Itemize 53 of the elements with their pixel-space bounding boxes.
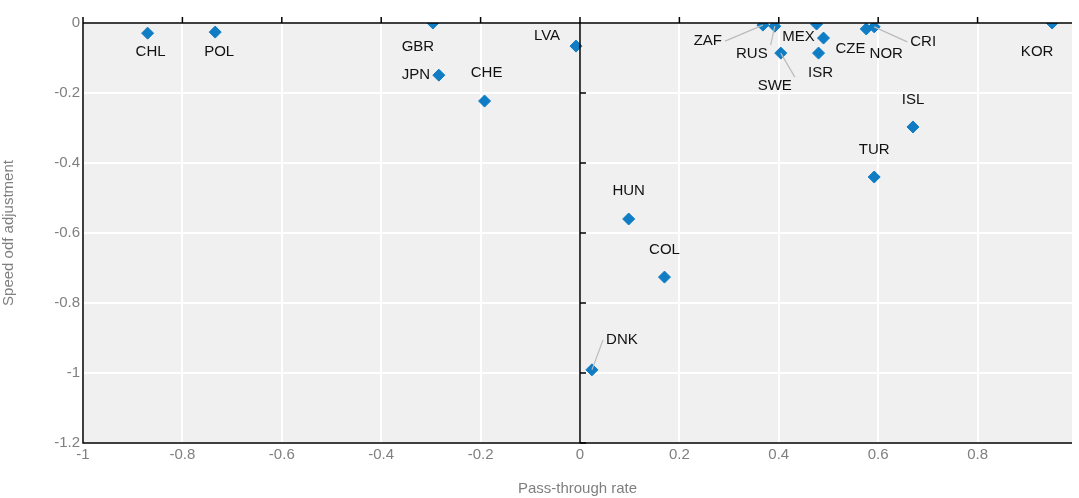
annotation: CZE xyxy=(835,39,866,57)
x-tick-label: -0.6 xyxy=(268,445,295,463)
y-tick-label: -0.8 xyxy=(54,293,80,311)
annotation: CHE xyxy=(470,63,503,81)
annotation: RUS xyxy=(735,44,768,62)
x-tick-label: 0.2 xyxy=(668,445,690,463)
point xyxy=(817,31,831,45)
y-tick-label: 0 xyxy=(71,13,80,31)
point xyxy=(812,46,826,60)
point xyxy=(208,25,222,39)
annotation: TUR xyxy=(858,140,890,158)
point xyxy=(569,39,583,53)
annotation: CHL xyxy=(135,42,166,60)
annotation: COL xyxy=(649,240,680,258)
point xyxy=(867,170,881,184)
annotation: ISR xyxy=(808,63,834,81)
x-tick-label: -0.8 xyxy=(169,445,196,463)
annotation: ZAF xyxy=(693,31,723,49)
point xyxy=(432,68,446,82)
point xyxy=(141,26,155,40)
x-tick-label: 0.6 xyxy=(867,445,889,463)
annotation: SWE xyxy=(757,76,792,94)
annotation: JPN xyxy=(401,65,431,83)
annotation: LVA xyxy=(533,26,561,44)
y-tick-label: -1 xyxy=(66,363,80,381)
annotation: CRI xyxy=(910,31,937,49)
y-tick-label: -0.2 xyxy=(54,83,80,101)
annotation: DNK xyxy=(606,329,638,347)
y-tick-label: -1.2 xyxy=(54,433,80,451)
annotation: HUN xyxy=(612,181,645,199)
x-axis-title: Pass-through rate xyxy=(517,479,638,497)
point xyxy=(768,23,782,33)
annotation: GBR xyxy=(401,37,435,55)
point xyxy=(867,23,881,34)
point xyxy=(622,212,636,226)
annotation: ISL xyxy=(901,90,925,108)
x-tick-label: 0 xyxy=(575,445,585,463)
annotation: POL xyxy=(204,42,235,60)
x-tick-label: -0.2 xyxy=(467,445,494,463)
x-tick-label: 0.8 xyxy=(967,445,988,463)
point xyxy=(478,94,492,108)
annotation: MEX xyxy=(782,27,815,45)
annotation: KOR xyxy=(1020,42,1054,60)
point xyxy=(585,363,599,377)
y-tick-label: -0.6 xyxy=(54,223,80,241)
y-tick-label: -0.4 xyxy=(54,153,80,171)
point xyxy=(657,270,671,284)
point xyxy=(906,120,920,134)
x-tick-label: 0.4 xyxy=(768,445,790,463)
point xyxy=(774,46,788,60)
x-tick-label: -0.4 xyxy=(368,445,395,463)
y-axis-title: Speed odf adjustment xyxy=(0,159,17,306)
annotation: NOR xyxy=(869,44,904,62)
